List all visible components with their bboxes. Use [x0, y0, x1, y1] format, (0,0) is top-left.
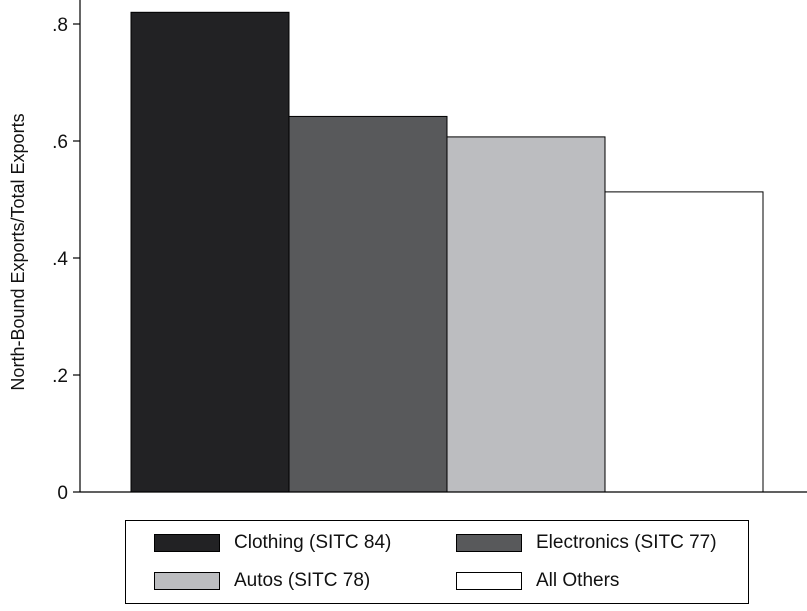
y-tick-label: .2: [52, 366, 68, 387]
legend-swatch-autos: [154, 572, 220, 590]
legend-label-all-others: All Others: [536, 570, 620, 591]
legend-item-autos: Autos (SITC 78): [154, 569, 370, 593]
axes-layer: 0 .2 .4 .6 .8: [52, 0, 807, 504]
legend-item-all-others: All Others: [456, 569, 619, 593]
bar-all-others: [604, 191, 764, 493]
bar-clothing-sitc-84: [130, 11, 290, 493]
legend-label-autos: Autos (SITC 78): [234, 570, 371, 591]
legend-item-electronics: Electronics (SITC 77): [456, 531, 717, 555]
legend-label-electronics: Electronics (SITC 77): [536, 532, 717, 553]
legend-item-clothing: Clothing (SITC 84): [154, 531, 391, 555]
legend-swatch-electronics: [456, 534, 522, 552]
bar-electronics-sitc-77: [288, 115, 448, 493]
bar-autos-sitc-78: [446, 136, 606, 493]
y-tick-label: .8: [52, 15, 68, 36]
bars-layer: [130, 11, 764, 493]
legend: Clothing (SITC 84) Electronics (SITC 77)…: [125, 520, 749, 604]
y-tick-label: .6: [52, 132, 68, 153]
legend-swatch-all-others: [456, 572, 522, 590]
y-tick-label: .4: [52, 249, 68, 270]
y-axis-label: North-Bound Exports/Total Exports: [8, 113, 28, 390]
legend-swatch-clothing: [154, 534, 220, 552]
legend-label-clothing: Clothing (SITC 84): [234, 532, 392, 553]
y-tick-label: 0: [57, 483, 68, 504]
